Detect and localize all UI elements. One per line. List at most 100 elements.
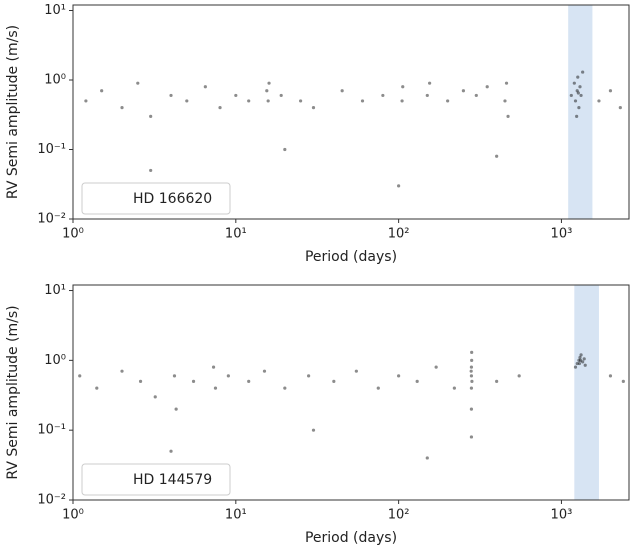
point bbox=[203, 85, 207, 89]
point bbox=[311, 428, 316, 432]
point bbox=[266, 99, 270, 103]
point bbox=[120, 106, 124, 110]
point bbox=[582, 357, 586, 361]
y-tick-label: 10⁰ bbox=[44, 353, 66, 368]
point bbox=[504, 81, 509, 85]
point bbox=[425, 456, 429, 460]
point bbox=[469, 365, 474, 369]
point bbox=[470, 350, 474, 354]
point bbox=[120, 369, 124, 373]
point bbox=[577, 358, 581, 362]
point bbox=[381, 93, 385, 98]
point bbox=[100, 89, 104, 93]
point bbox=[283, 147, 287, 152]
point bbox=[340, 89, 344, 93]
point bbox=[575, 361, 579, 366]
point bbox=[578, 358, 583, 362]
point bbox=[572, 81, 576, 85]
point bbox=[506, 114, 510, 118]
point bbox=[185, 99, 189, 103]
y-tick-label: 10¹ bbox=[44, 3, 66, 18]
point bbox=[218, 106, 222, 110]
point bbox=[172, 374, 177, 378]
point bbox=[174, 407, 178, 411]
y-tick-label: 10⁻¹ bbox=[37, 142, 66, 157]
point bbox=[95, 386, 99, 390]
point bbox=[84, 99, 88, 103]
point bbox=[415, 379, 419, 383]
point bbox=[265, 89, 269, 93]
point bbox=[401, 85, 405, 89]
point bbox=[211, 365, 216, 369]
point bbox=[469, 369, 473, 373]
point bbox=[621, 379, 625, 383]
point bbox=[311, 106, 316, 110]
x-tick-label: 10⁰ bbox=[62, 227, 84, 242]
point bbox=[247, 99, 251, 103]
point bbox=[213, 386, 218, 390]
point bbox=[397, 184, 401, 188]
point bbox=[474, 93, 478, 98]
point bbox=[149, 168, 153, 173]
x-axis-label: Period (days) bbox=[305, 249, 397, 265]
x-tick-label: 10³ bbox=[551, 227, 573, 242]
legend-label: HD 144579 bbox=[133, 472, 212, 488]
axes-frame bbox=[72, 4, 630, 220]
point bbox=[578, 85, 582, 89]
point bbox=[191, 379, 196, 383]
point bbox=[234, 93, 238, 98]
point bbox=[578, 355, 582, 360]
point bbox=[517, 374, 521, 378]
y-tick-label: 10⁻¹ bbox=[37, 423, 66, 438]
point bbox=[299, 99, 303, 103]
point bbox=[169, 93, 173, 98]
point bbox=[573, 99, 578, 103]
y-axis-label: RV Semi amplitude (m/s) bbox=[5, 305, 21, 479]
x-tick-label: 10¹ bbox=[225, 508, 247, 523]
point bbox=[581, 360, 585, 364]
point bbox=[153, 395, 157, 399]
legend-box bbox=[81, 463, 231, 496]
point bbox=[376, 386, 380, 390]
axes-frame bbox=[72, 284, 630, 501]
point bbox=[283, 386, 287, 390]
point bbox=[573, 365, 578, 369]
point bbox=[78, 374, 82, 378]
point bbox=[583, 363, 587, 367]
point bbox=[425, 93, 429, 98]
legend-label: HD 166620 bbox=[133, 191, 212, 207]
point bbox=[503, 99, 507, 103]
y-tick-label: 10¹ bbox=[44, 283, 66, 298]
point bbox=[169, 449, 173, 453]
point bbox=[267, 81, 271, 85]
point bbox=[452, 386, 456, 390]
point bbox=[469, 407, 474, 411]
point bbox=[307, 374, 311, 378]
x-axis-label: Period (days) bbox=[305, 530, 397, 546]
point bbox=[575, 114, 579, 118]
point bbox=[485, 85, 489, 89]
point bbox=[332, 379, 336, 383]
point bbox=[495, 379, 499, 383]
point bbox=[226, 374, 230, 378]
highlight-span bbox=[574, 285, 599, 500]
point bbox=[608, 374, 613, 378]
point bbox=[576, 75, 580, 79]
point bbox=[461, 89, 466, 93]
y-tick-label: 10⁰ bbox=[44, 73, 66, 88]
point bbox=[138, 379, 143, 383]
point bbox=[279, 93, 283, 98]
point bbox=[470, 379, 474, 383]
x-tick-label: 10¹ bbox=[225, 227, 247, 242]
point bbox=[579, 93, 583, 98]
point bbox=[400, 99, 404, 103]
point bbox=[446, 99, 450, 103]
point bbox=[262, 369, 267, 373]
x-tick-label: 10³ bbox=[551, 508, 573, 523]
highlight-span bbox=[568, 5, 593, 219]
point bbox=[397, 374, 401, 378]
point bbox=[469, 374, 474, 378]
point bbox=[360, 99, 365, 103]
legend-box bbox=[81, 182, 231, 215]
x-tick-label: 10⁰ bbox=[62, 508, 84, 523]
